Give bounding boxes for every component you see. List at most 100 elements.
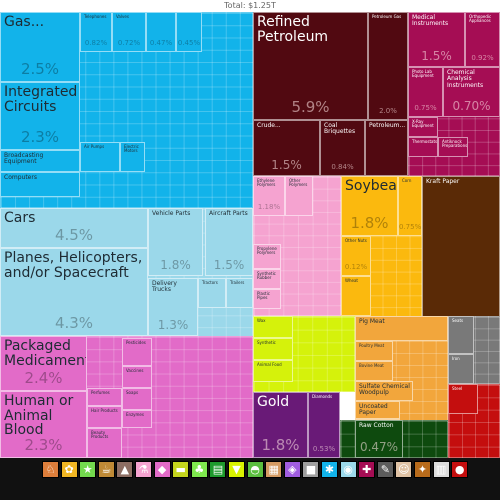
treemap-cell-propylene-polymers[interactable]: Propylene Polymers bbox=[253, 244, 281, 269]
cell-label: Integrated Circuits bbox=[4, 84, 78, 115]
treemap-cell-synthetic-rubber[interactable]: Synthetic Rubber bbox=[253, 269, 281, 289]
treemap-cell-valves[interactable]: Valves 0.72% bbox=[112, 12, 146, 52]
treemap-cell-soaps[interactable]: Soaps bbox=[122, 388, 152, 410]
treemap-cell-raw-cotton[interactable]: Raw Cotton 0.47% bbox=[355, 420, 403, 458]
treemap-cell-air-pumps[interactable]: Air Pumps bbox=[80, 142, 120, 172]
treemap-cell-petroleum-gas[interactable]: Petroleum Gas 2.0% bbox=[368, 12, 408, 120]
cell-label: Other Nuts bbox=[345, 238, 367, 243]
treemap-cell-wax[interactable]: Wax bbox=[253, 316, 293, 338]
treemap-cell-bovine-meat[interactable]: Bovine Meat bbox=[355, 361, 393, 381]
treemap-cell-photo-lab-equipment[interactable]: Photo Lab Equipment 0.75% bbox=[408, 67, 443, 117]
cell-label: Petroleum... bbox=[369, 122, 406, 129]
treemap-cell-poultry-meat[interactable]: Poultry Meat bbox=[355, 341, 393, 361]
animal-icon[interactable]: ♘ bbox=[42, 461, 59, 478]
cell-value: 0.75% bbox=[399, 223, 422, 231]
cell-value: 2.4% bbox=[24, 369, 63, 387]
treemap-cell-soybeans[interactable]: Soybeans 1.8% bbox=[341, 176, 398, 236]
treemap-cell-trailers[interactable]: Trailers bbox=[226, 278, 253, 308]
treemap-cell-x-ray-equipment[interactable]: X-Ray Equipment bbox=[408, 117, 438, 137]
treemap-cell-integrated-circuits[interactable]: Integrated Circuits 2.3% bbox=[0, 82, 80, 150]
coin-icon[interactable]: ● bbox=[451, 461, 469, 478]
treemap-cell-petroleum[interactable]: Petroleum... bbox=[365, 120, 408, 176]
treemap-cell-antiknock-preparations[interactable]: Antiknock Preparations bbox=[438, 137, 468, 157]
treemap-cell-seats[interactable]: Seats bbox=[448, 316, 474, 354]
treemap-cell-vehicle-parts[interactable]: Vehicle Parts 1.8% bbox=[148, 208, 203, 276]
cell-value: 2.0% bbox=[379, 107, 397, 115]
cell-label: Chemical Analysis Instruments bbox=[447, 69, 484, 89]
cell-label: Human or Animal Blood bbox=[4, 393, 74, 439]
treemap-cell-other-polymers[interactable]: Other Polymers bbox=[285, 176, 313, 216]
shoe-icon[interactable]: ▬ bbox=[172, 461, 190, 478]
cell-label: Ethylene Polymers bbox=[257, 178, 276, 188]
treemap-cell-uncoated-paper[interactable]: Uncoated Paper bbox=[355, 401, 400, 419]
treemap-cell-telephones[interactable]: Telephones 0.82% bbox=[80, 12, 112, 52]
building-icon[interactable]: ▥ bbox=[432, 461, 450, 478]
tree-icon[interactable]: ♣ bbox=[190, 461, 208, 478]
treemap-cell-iron[interactable]: Iron bbox=[448, 354, 474, 384]
treemap-cell-ethylene-polymers[interactable]: Ethylene Polymers 1.18% bbox=[253, 176, 285, 216]
treemap-cell-machines-5[interactable]: 0.45% bbox=[176, 12, 202, 52]
cell-value: 2.5% bbox=[20, 60, 60, 78]
droplet-icon[interactable]: ◆ bbox=[153, 461, 171, 478]
treemap-cell-kraft-paper[interactable]: Kraft Paper bbox=[422, 176, 500, 318]
cell-label: Wheat bbox=[345, 278, 358, 283]
treemap-cell-computers[interactable]: Computers bbox=[0, 172, 80, 197]
star-icon[interactable]: ★ bbox=[79, 461, 97, 478]
car-icon[interactable]: ◉ bbox=[339, 461, 357, 478]
treemap-cell-human-or-animal-blood[interactable]: Human or Animal Blood 2.3% bbox=[0, 391, 87, 458]
treemap-cell-cars[interactable]: Cars 4.5% bbox=[0, 208, 148, 248]
treemap-cell-medical-instruments[interactable]: Medical Instruments 1.5% bbox=[408, 12, 465, 67]
treemap-cell-tractors[interactable]: Tractors bbox=[198, 278, 226, 308]
treemap-cell-steel[interactable]: Steel bbox=[448, 384, 478, 414]
treemap-cell-gold[interactable]: Gold 1.8% bbox=[253, 392, 308, 458]
treemap-cell-wheat[interactable]: Wheat bbox=[341, 276, 371, 316]
treemap-cell-other-nuts[interactable]: Other Nuts 0.12% bbox=[341, 236, 371, 276]
cell-label: Trailers bbox=[230, 280, 245, 285]
art-icon[interactable]: ✦ bbox=[414, 461, 431, 478]
toy-icon[interactable]: ☺ bbox=[395, 461, 413, 478]
treemap-cell-corn[interactable]: Corn 0.75% bbox=[398, 176, 422, 236]
brick-icon[interactable]: ▦ bbox=[265, 461, 283, 478]
treemap-cell-electric-motors[interactable]: Electric Motors bbox=[120, 142, 145, 172]
treemap-cell-beauty-products[interactable]: Beauty Products bbox=[87, 428, 122, 458]
microscope-icon[interactable]: ✚ bbox=[358, 461, 376, 478]
treemap-cell-coal-briquettes[interactable]: Coal Briquettes 0.84% bbox=[320, 120, 365, 176]
treemap-cell-diamonds[interactable]: Diamonds 0.53% bbox=[308, 392, 340, 458]
shirt-icon[interactable]: ▼ bbox=[228, 461, 245, 478]
cell-label: Thermostats bbox=[412, 139, 438, 144]
treemap-cell-pig-meat[interactable]: Pig Meat bbox=[355, 316, 448, 341]
treemap-cell-planes-helicopters-and-or-spacecraft[interactable]: Planes, Helicopters, and/or Spacecraft 4.… bbox=[0, 248, 148, 336]
metal-icon[interactable]: ■ bbox=[302, 461, 320, 478]
treemap-cell-vaccines[interactable]: Vaccines bbox=[122, 366, 152, 388]
treemap-cell-hair-products[interactable]: Hair Products bbox=[87, 406, 122, 428]
cup-icon[interactable]: ☕ bbox=[97, 461, 115, 478]
treemap-cell-machines-4[interactable]: 0.47% bbox=[146, 12, 176, 52]
treemap-cell-orthopedic-appliances[interactable]: Orthopedic Appliances 0.92% bbox=[465, 12, 500, 67]
treemap-cell-pesticides[interactable]: Pesticides bbox=[122, 338, 152, 366]
treemap-cell-sulfate-chemical-woodpulp[interactable]: Sulfate Chemical Woodpulp bbox=[355, 381, 413, 401]
treemap-cell-gas[interactable]: Gas... 2.5% bbox=[0, 12, 80, 82]
flask-icon[interactable]: ⚗ bbox=[135, 461, 152, 478]
treemap-cell-animal-food[interactable]: Animal Food bbox=[253, 360, 293, 382]
paper-icon[interactable]: ▤ bbox=[209, 461, 227, 478]
cell-label: Animal Food bbox=[257, 362, 282, 367]
treemap-cell-perfumes[interactable]: Perfumes bbox=[87, 388, 122, 406]
treemap-cell-crude[interactable]: Crude... 1.5% bbox=[253, 120, 320, 176]
treemap-cell-synthetic[interactable]: Synthetic bbox=[253, 338, 293, 360]
treemap-cell-thermostats[interactable]: Thermostats bbox=[408, 137, 438, 157]
hat-icon[interactable]: ◓ bbox=[246, 461, 264, 478]
treemap-cell-aircraft-parts[interactable]: Aircraft Parts 1.5% bbox=[205, 208, 253, 276]
treemap-cell-refined-petroleum[interactable]: Refined Petroleum 5.9% bbox=[253, 12, 368, 120]
treemap-cell-delivery-trucks[interactable]: Delivery Trucks 1.3% bbox=[148, 278, 198, 336]
rock-icon[interactable]: ▲ bbox=[116, 461, 134, 478]
gem-icon[interactable]: ◈ bbox=[283, 461, 301, 478]
cell-label: Iron bbox=[452, 356, 460, 361]
flower-icon[interactable]: ✿ bbox=[60, 461, 78, 478]
treemap-cell-enzymes[interactable]: Enzymes bbox=[122, 410, 152, 428]
gun-icon[interactable]: ✎ bbox=[376, 461, 394, 478]
treemap-cell-broadcasting-equipment[interactable]: Broadcasting Equipment bbox=[0, 150, 80, 172]
gear-icon[interactable]: ✱ bbox=[321, 461, 338, 478]
treemap-cell-packaged-medicaments[interactable]: Packaged Medicaments2.4% bbox=[0, 336, 87, 391]
treemap-cell-chemical-analysis-instruments[interactable]: Chemical Analysis Instruments 0.70% bbox=[443, 67, 500, 117]
treemap-cell-plastic-pipes[interactable]: Plastic Pipes bbox=[253, 289, 281, 309]
